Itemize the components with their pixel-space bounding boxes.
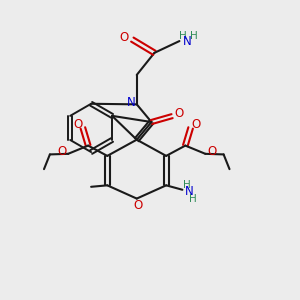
Text: O: O — [207, 145, 217, 158]
Text: O: O — [191, 118, 201, 131]
Text: O: O — [73, 118, 82, 131]
Text: H: H — [189, 194, 197, 204]
Text: N: N — [185, 185, 194, 198]
Text: O: O — [175, 107, 184, 120]
Text: H: H — [178, 31, 186, 41]
Text: H: H — [183, 180, 191, 190]
Text: H: H — [190, 31, 197, 41]
Text: O: O — [57, 145, 66, 158]
Text: N: N — [182, 35, 191, 48]
Text: O: O — [134, 200, 143, 212]
Text: O: O — [119, 31, 129, 44]
Text: N: N — [127, 95, 135, 109]
